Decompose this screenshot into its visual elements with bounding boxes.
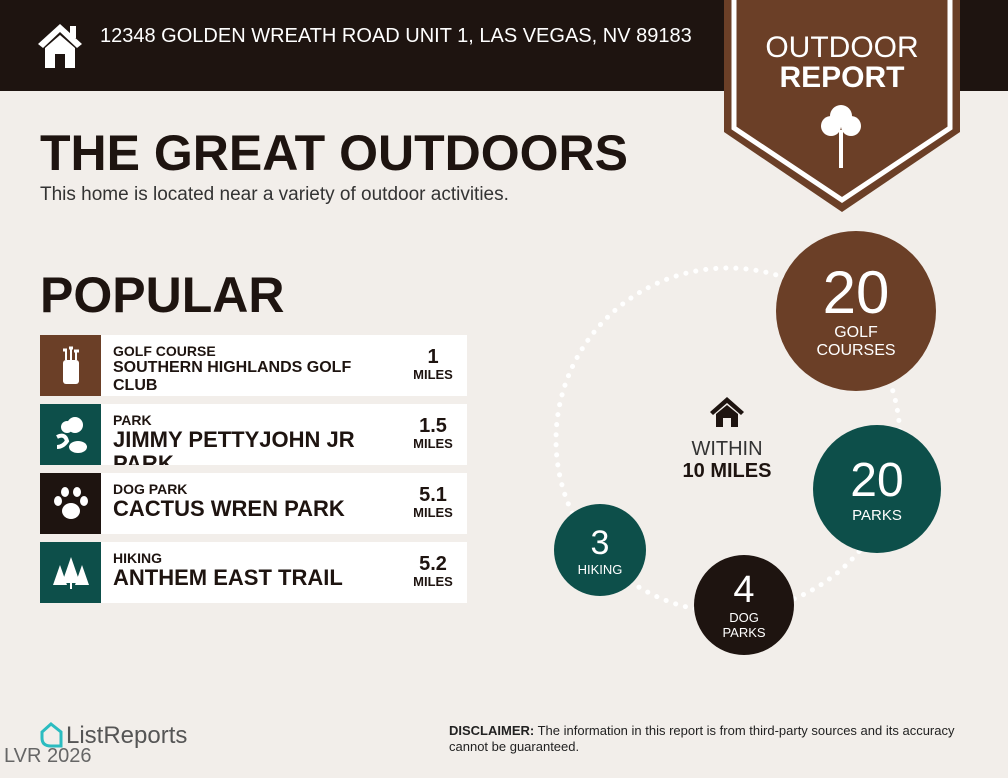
watermark: LVR 2026: [4, 745, 92, 767]
item-distance: 5.2: [419, 553, 447, 575]
item-unit: MILES: [413, 436, 453, 451]
address: 12348 GOLDEN WREATH ROAD UNIT 1, LAS VEG…: [100, 25, 692, 47]
hiking-label: HIKING: [577, 561, 623, 577]
hiking-count-circle: 3 HIKING: [554, 504, 646, 596]
park-icon: [40, 404, 101, 465]
item-unit: MILES: [413, 574, 453, 589]
item-name: ANTHEM EAST TRAIL: [113, 565, 343, 590]
golf-count: 20: [822, 259, 890, 326]
badge-line1: OUTDOOR: [765, 31, 919, 64]
within-label: WITHIN: [691, 438, 763, 460]
item-name: CACTUS WREN PARK: [113, 496, 345, 521]
badge-line2: REPORT: [779, 61, 905, 94]
item-category: PARK: [113, 412, 152, 428]
item-name: JIMMY PETTYJOHN JR PARK: [113, 427, 355, 466]
popular-item: GOLF COURSE SOUTHERN HIGHLANDS GOLF CLUB…: [40, 335, 467, 396]
dog-label2: PARKS: [722, 625, 766, 640]
item-distance: 1: [427, 346, 439, 368]
golf-label2: COURSES: [816, 342, 896, 359]
parks-count: 20: [850, 453, 904, 507]
radius-value: 10 MILES: [682, 460, 772, 482]
page-title: THE GREAT OUTDOORS: [40, 125, 628, 181]
item-category: DOG PARK: [113, 481, 188, 497]
item-distance: 1.5: [419, 415, 447, 437]
listreports-logo-icon: [40, 722, 63, 748]
parks-count-circle: 20 PARKS: [813, 425, 941, 553]
dog-parks-count-circle: 4 DOG PARKS: [694, 555, 794, 655]
disclaimer-text: The information in this report is from t…: [449, 723, 955, 754]
dog-label1: DOG: [729, 610, 759, 625]
item-unit: MILES: [413, 505, 453, 520]
item-category: HIKING: [113, 550, 162, 566]
tree-icon: [821, 105, 861, 168]
item-distance: 5.1: [419, 484, 447, 506]
house-icon: [38, 24, 82, 68]
disclaimer-label: DISCLAIMER:: [449, 723, 535, 738]
item-name: SOUTHERN HIGHLANDS GOLF CLUB: [113, 359, 352, 394]
popular-heading: POPULAR: [40, 267, 285, 323]
home-icon: [710, 397, 744, 427]
dog-count: 4: [733, 569, 755, 611]
item-unit: MILES: [413, 367, 453, 382]
disclaimer: DISCLAIMER: The information in this repo…: [449, 723, 989, 755]
item-category: GOLF COURSE: [113, 343, 216, 359]
hiking-count: 3: [590, 523, 610, 562]
listreports-brand: ListReports: [66, 722, 188, 749]
golf-count-circle: 20 GOLF COURSES: [776, 231, 936, 391]
pine-trees-icon: [40, 542, 101, 603]
popular-item: HIKING ANTHEM EAST TRAIL 5.2 MILES: [40, 542, 467, 603]
popular-item: PARK JIMMY PETTYJOHN JR PARK 1.5 MILES: [40, 404, 467, 465]
page-subtitle: This home is located near a variety of o…: [40, 184, 509, 205]
golf-label1: GOLF: [834, 324, 878, 341]
paw-icon: [40, 473, 101, 534]
parks-label: PARKS: [852, 506, 902, 524]
popular-item: DOG PARK CACTUS WREN PARK 5.1 MILES: [40, 473, 467, 534]
golf-bag-icon: [40, 335, 101, 396]
